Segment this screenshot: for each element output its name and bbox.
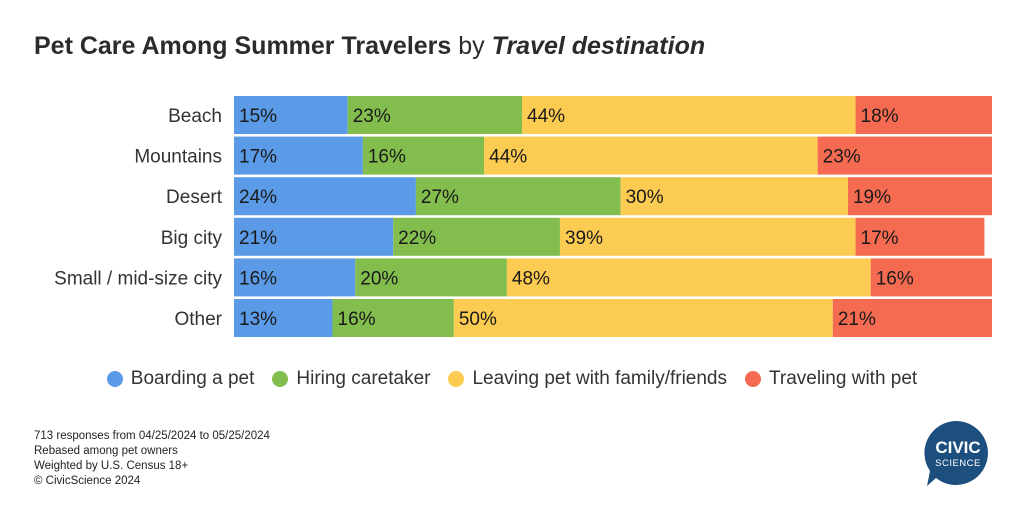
title-by: by: [458, 32, 485, 60]
legend-swatch: [448, 371, 465, 387]
bar-segment: [847, 177, 992, 216]
legend-item-traveling: Traveling with pet: [745, 368, 917, 390]
bar-segment: [506, 258, 871, 297]
data-label: 39%: [565, 228, 603, 249]
data-label: 30%: [626, 187, 664, 208]
bar-segment: [559, 217, 856, 256]
bar-segment: [234, 177, 416, 216]
legend: Boarding a pet Hiring caretaker Leaving …: [0, 368, 1024, 390]
data-label: 21%: [838, 309, 876, 330]
bar-segment: [522, 96, 856, 134]
footnote-copyright: © CivicScience 2024: [34, 475, 141, 487]
data-label: 24%: [239, 187, 277, 208]
data-label: 17%: [239, 147, 277, 168]
category-label: Other: [174, 309, 222, 330]
category-label: Mountains: [134, 147, 222, 168]
data-label: 13%: [239, 309, 277, 330]
data-label: 19%: [853, 187, 891, 208]
bar-segment: [393, 217, 560, 256]
bar-segment: [817, 136, 992, 175]
footnote-responses: 713 responses from 04/25/2024 to 05/25/2…: [34, 430, 270, 442]
data-label: 21%: [239, 228, 277, 249]
bar-segment: [832, 299, 992, 337]
data-label: 16%: [876, 268, 914, 289]
logo-text-civic: CIVIC: [935, 438, 980, 457]
data-label: 16%: [368, 147, 406, 168]
data-label: 27%: [421, 187, 459, 208]
data-label: 15%: [239, 106, 277, 127]
bar-segment: [415, 177, 621, 216]
bar-segment: [620, 177, 848, 216]
data-label: 16%: [239, 268, 277, 289]
category-label: Big city: [161, 228, 223, 249]
bar-segment: [855, 96, 992, 134]
footnote-rebased: Rebased among pet owners: [34, 445, 178, 457]
bar-segment: [855, 217, 985, 256]
data-label: 20%: [360, 268, 398, 289]
bar-segment: [234, 136, 363, 175]
legend-swatch: [745, 371, 761, 387]
bar-segment: [347, 96, 523, 134]
bar-segment: [234, 96, 348, 134]
data-label: 23%: [823, 147, 861, 168]
stacked-bar-chart: Beach 15% 23% 44% 18% Mountains 17% 16% 44% 23% De…: [54, 96, 992, 337]
data-label: 18%: [861, 106, 899, 127]
category-label: Desert: [166, 187, 223, 208]
bar-segment: [234, 258, 356, 297]
legend-label: Leaving pet with family/friends: [472, 368, 727, 389]
footnotes: 713 responses from 04/25/2024 to 05/25/2…: [34, 429, 270, 489]
title-dimension: Travel destination: [491, 32, 706, 60]
data-label: 50%: [459, 309, 497, 330]
bar-segment: [332, 299, 454, 337]
data-label: 44%: [489, 147, 527, 168]
data-label: 22%: [398, 228, 436, 249]
legend-label: Hiring caretaker: [296, 368, 431, 389]
civicscience-logo: CIVIC SCIENCE: [924, 420, 988, 486]
data-label: 17%: [861, 228, 899, 249]
bar-segment: [453, 299, 833, 337]
logo-text-science: SCIENCE: [935, 458, 981, 469]
legend-item-boarding: Boarding a pet: [106, 368, 255, 390]
data-label: 16%: [338, 309, 376, 330]
legend-item-caretaker: Hiring caretaker: [272, 368, 430, 390]
title-main: Pet Care Among Summer Travelers: [34, 32, 452, 60]
logo-speech-bubble: [924, 420, 988, 486]
bar-segment: [484, 136, 818, 175]
bar-segment: [355, 258, 507, 297]
data-label: 44%: [527, 106, 565, 127]
bar-segment: [234, 299, 333, 337]
legend-label: Boarding a pet: [130, 368, 255, 389]
bar-segment: [362, 136, 485, 175]
legend-label: Traveling with pet: [769, 368, 918, 389]
legend-swatch: [272, 371, 289, 387]
bar-segment: [870, 258, 992, 297]
legend-swatch: [106, 371, 123, 387]
data-label: 48%: [512, 268, 550, 289]
category-label: Small / mid-size city: [54, 268, 222, 289]
footnote-weighted: Weighted by U.S. Census 18+: [34, 460, 189, 472]
category-label: Beach: [168, 106, 222, 127]
data-label: 23%: [353, 106, 391, 127]
bar-segment: [234, 217, 394, 256]
chart-title: Pet Care Among Summer Travelers by Trave…: [34, 32, 705, 61]
legend-item-family-friends: Leaving pet with family/friends: [448, 368, 727, 390]
